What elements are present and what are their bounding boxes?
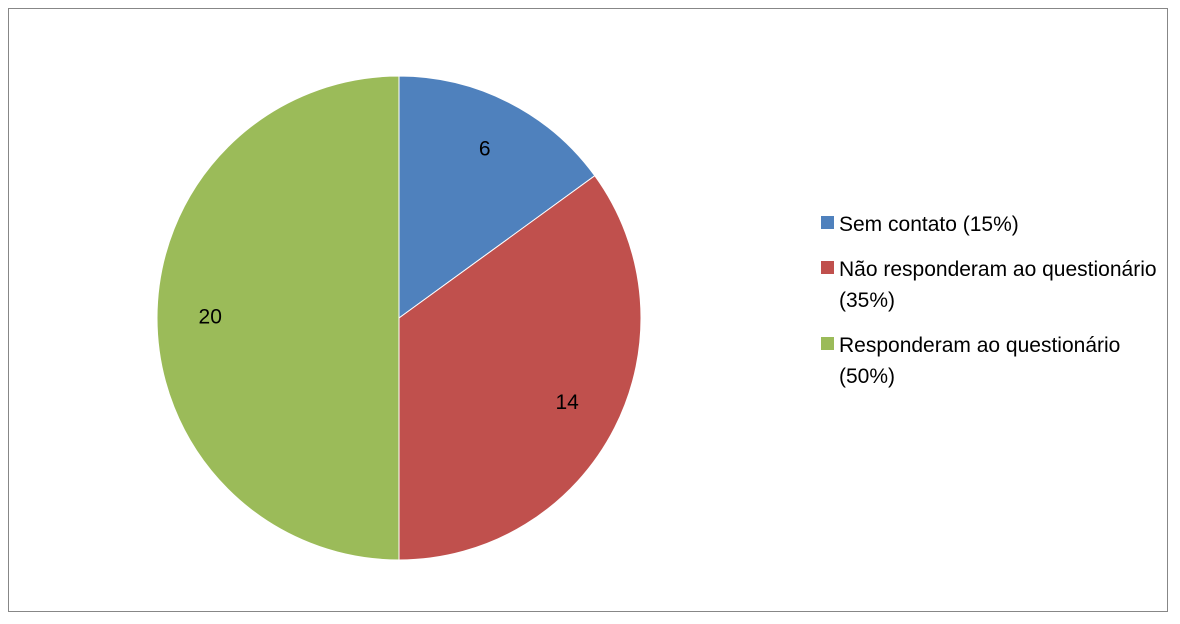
pie-slice-sem-contato — [398, 75, 596, 319]
legend-swatch-responderam — [821, 337, 834, 350]
chart-area: 6 14 20 Sem contato (15%) Não responderam … — [8, 8, 1168, 612]
legend-item-responderam: Responderam ao questionário (50%) — [821, 330, 1171, 392]
legend-swatch-sem-contato — [821, 216, 834, 229]
legend-swatch-nao-responderam — [821, 261, 834, 274]
pie-slice-responderam — [156, 75, 400, 561]
legend-label-nao-responderam: Não responderam ao questionário (35%) — [839, 258, 1157, 312]
pie-chart: 6 14 20 — [156, 75, 642, 561]
legend-label-sem-contato: Sem contato (15%) — [839, 213, 1019, 236]
data-label-sem-contato: 6 — [479, 137, 491, 160]
data-label-nao-responderam: 14 — [556, 391, 580, 414]
legend-item-sem-contato: Sem contato (15%) — [821, 209, 1171, 240]
data-label-responderam: 20 — [199, 306, 222, 329]
pie-slice-nao-responderam — [398, 175, 642, 561]
legend-label-responderam: Responderam ao questionário (50%) — [839, 334, 1121, 388]
legend: Sem contato (15%) Não responderam ao que… — [821, 209, 1171, 406]
legend-item-nao-responderam: Não responderam ao questionário (35%) — [821, 254, 1171, 316]
